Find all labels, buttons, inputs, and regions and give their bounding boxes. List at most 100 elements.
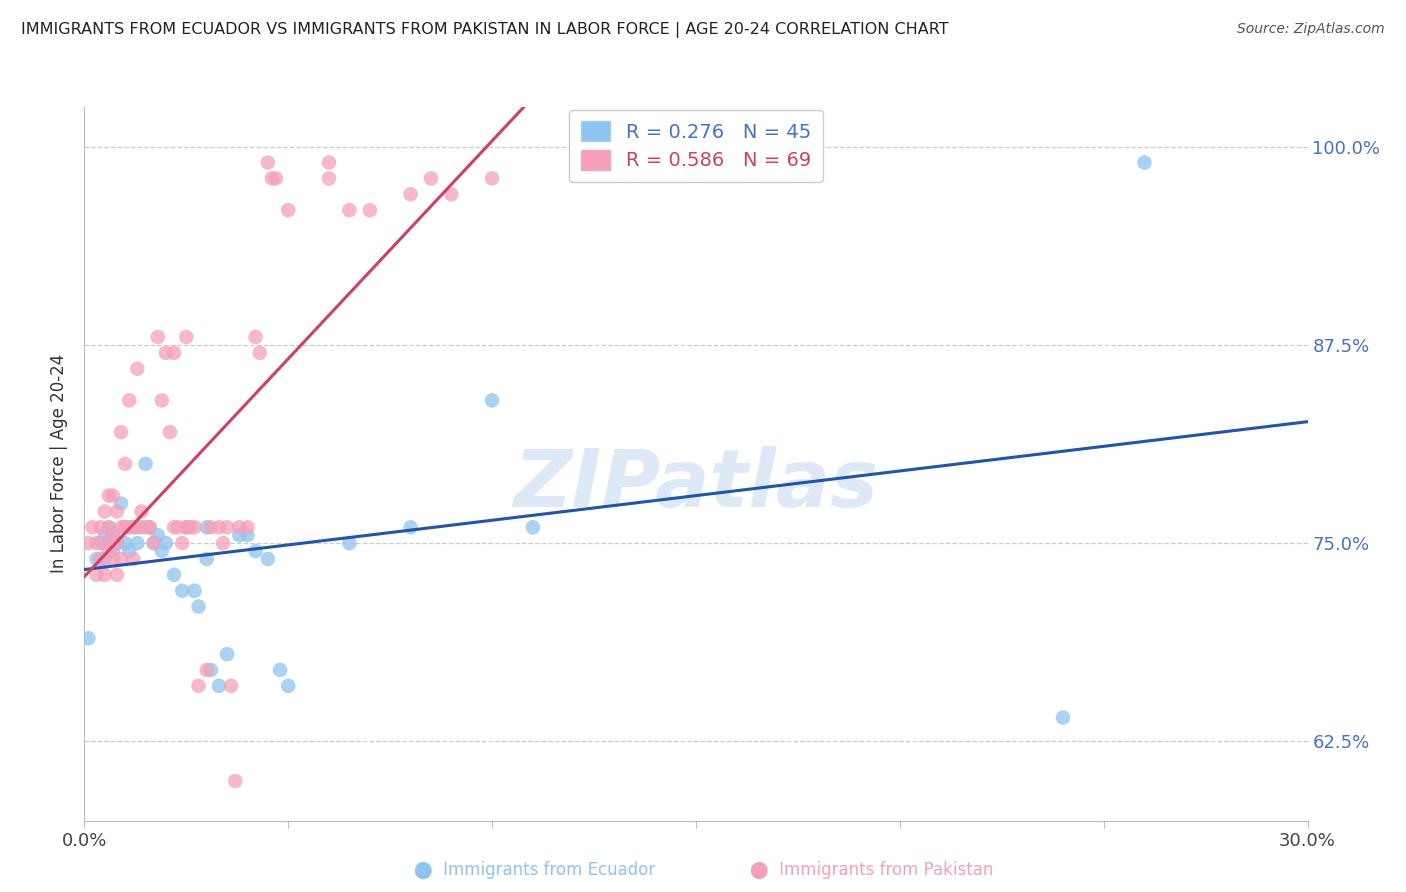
Point xyxy=(339,203,361,218)
Point xyxy=(219,679,242,693)
Point xyxy=(101,544,124,558)
Point xyxy=(118,393,141,408)
Point xyxy=(90,520,112,534)
Point xyxy=(97,520,120,534)
Point xyxy=(93,567,117,582)
Point xyxy=(127,361,149,376)
Point xyxy=(183,520,205,534)
Point xyxy=(122,520,145,534)
Legend: R = 0.276   N = 45, R = 0.586   N = 69: R = 0.276 N = 45, R = 0.586 N = 69 xyxy=(569,110,823,182)
Point xyxy=(105,567,128,582)
Point xyxy=(187,679,209,693)
Point xyxy=(339,536,361,550)
Point xyxy=(481,171,503,186)
Text: ZIPatlas: ZIPatlas xyxy=(513,446,879,524)
Point xyxy=(135,520,157,534)
Point xyxy=(114,520,136,534)
Point xyxy=(114,520,136,534)
Point xyxy=(142,536,165,550)
Point xyxy=(122,552,145,566)
Point xyxy=(93,528,117,542)
Point xyxy=(249,346,271,360)
Point xyxy=(236,520,259,534)
Point xyxy=(179,520,201,534)
Point xyxy=(105,536,128,550)
Point xyxy=(269,663,291,677)
Point xyxy=(155,346,177,360)
Point xyxy=(172,583,194,598)
Point xyxy=(135,457,157,471)
Point xyxy=(217,647,239,661)
Point xyxy=(1133,155,1156,169)
Point xyxy=(97,544,120,558)
Point xyxy=(264,171,287,186)
Point xyxy=(97,536,120,550)
Point xyxy=(440,187,463,202)
Point xyxy=(150,393,173,408)
Point xyxy=(155,536,177,550)
Point xyxy=(138,520,160,534)
Point xyxy=(142,536,165,550)
Point xyxy=(167,520,190,534)
Y-axis label: In Labor Force | Age 20-24: In Labor Force | Age 20-24 xyxy=(51,354,69,574)
Point xyxy=(359,203,381,218)
Point xyxy=(146,528,169,542)
Point xyxy=(101,528,124,542)
Point xyxy=(260,171,283,186)
Point xyxy=(245,544,267,558)
Point xyxy=(176,330,198,344)
Point xyxy=(101,489,124,503)
Point xyxy=(200,663,222,677)
Point xyxy=(195,663,218,677)
Text: IMMIGRANTS FROM ECUADOR VS IMMIGRANTS FROM PAKISTAN IN LABOR FORCE | AGE 20-24 C: IMMIGRANTS FROM ECUADOR VS IMMIGRANTS FR… xyxy=(21,22,949,38)
Text: Source: ZipAtlas.com: Source: ZipAtlas.com xyxy=(1237,22,1385,37)
Point xyxy=(110,425,132,439)
Point xyxy=(277,203,299,218)
Point xyxy=(187,599,209,614)
Point xyxy=(82,520,104,534)
Point xyxy=(146,330,169,344)
Point xyxy=(159,425,181,439)
Point xyxy=(1052,710,1074,724)
Point xyxy=(481,393,503,408)
Point xyxy=(131,504,153,518)
Point xyxy=(114,457,136,471)
Point xyxy=(114,536,136,550)
Point xyxy=(208,520,231,534)
Point xyxy=(127,520,149,534)
Point xyxy=(217,520,239,534)
Point xyxy=(110,552,132,566)
Point xyxy=(163,520,186,534)
Point xyxy=(118,544,141,558)
Point xyxy=(176,520,198,534)
Point xyxy=(93,552,117,566)
Text: ⬤  Immigrants from Ecuador: ⬤ Immigrants from Ecuador xyxy=(413,861,655,879)
Point xyxy=(195,552,218,566)
Point xyxy=(399,520,422,534)
Text: ⬤  Immigrants from Pakistan: ⬤ Immigrants from Pakistan xyxy=(749,861,994,879)
Point xyxy=(97,489,120,503)
Point xyxy=(86,567,108,582)
Point xyxy=(118,520,141,534)
Point xyxy=(228,528,250,542)
Point xyxy=(277,679,299,693)
Point xyxy=(522,520,544,534)
Point xyxy=(208,679,231,693)
Point xyxy=(86,536,108,550)
Point xyxy=(236,528,259,542)
Point xyxy=(93,536,117,550)
Point xyxy=(399,187,422,202)
Point xyxy=(228,520,250,534)
Point xyxy=(90,552,112,566)
Point xyxy=(150,544,173,558)
Point xyxy=(172,536,194,550)
Point xyxy=(163,567,186,582)
Point xyxy=(122,520,145,534)
Point xyxy=(105,504,128,518)
Point xyxy=(183,583,205,598)
Point xyxy=(245,330,267,344)
Point xyxy=(318,155,340,169)
Point xyxy=(93,504,117,518)
Point xyxy=(77,536,100,550)
Point xyxy=(318,171,340,186)
